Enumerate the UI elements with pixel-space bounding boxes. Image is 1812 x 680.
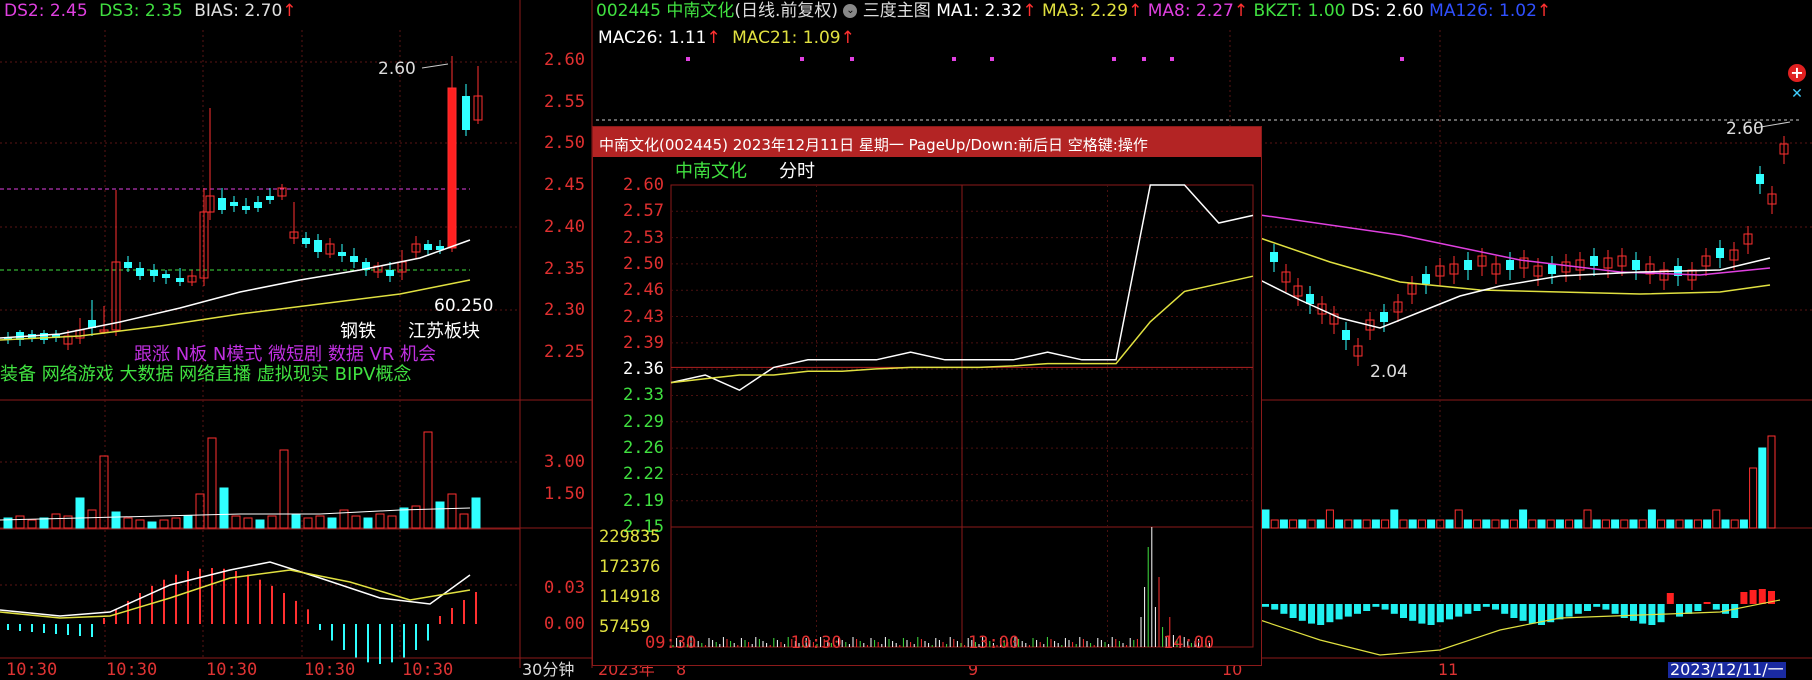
intraday-volume-tick: 114918 <box>599 587 661 607</box>
price-axis-tick: 2.45 <box>544 175 585 195</box>
left-x-tick: 10:30 <box>402 660 454 680</box>
concept-tags-line1: 跟涨 N板 N模式 微短剧 数据 VR 机会 <box>134 344 437 365</box>
date-axis-tick: 8 <box>676 660 687 679</box>
left-indicator-header: DS2: 2.45 DS3: 2.35 BIAS: 2.70↑ <box>4 3 297 20</box>
volume-axis-tick: 1.50 <box>544 484 585 504</box>
mac26-value: MAC26: 1.11 <box>598 28 707 48</box>
macd-axis-tick: 0.00 <box>544 614 585 634</box>
intraday-time-tick: 14:00 <box>1162 633 1215 653</box>
period-selector[interactable]: 30分钟 <box>522 660 575 679</box>
price-axis-tick: 2.55 <box>544 92 585 112</box>
up-arrow-icon: ↑ <box>1128 1 1143 21</box>
left-x-tick: 10:30 <box>304 660 356 680</box>
current-date-tick: 2023/12/11/一 <box>1668 660 1786 679</box>
intraday-popup[interactable]: 中南文化(002445) 2023年12月11日 星期一 PageUp/Down… <box>592 126 1262 666</box>
intraday-series-line <box>670 184 1254 392</box>
intraday-price-tick: 2.33 <box>623 385 664 406</box>
indicator-ds3: DS3: 2.35 <box>99 1 183 21</box>
butterfly-icon[interactable]: ✕ <box>1791 86 1803 102</box>
intraday-time-tick: 13:00 <box>968 633 1020 653</box>
intraday-price-tick: 2.22 <box>623 464 664 485</box>
intraday-chart <box>670 184 1254 648</box>
sector-label-steel: 钢铁 <box>340 321 376 342</box>
price-axis-tick: 2.40 <box>544 217 585 237</box>
mac21-value: MAC21: 1.09 <box>732 28 841 48</box>
left-x-tick: 10:30 <box>206 660 258 680</box>
intraday-volume-tick: 172376 <box>599 557 661 577</box>
up-arrow-icon: ↑ <box>282 1 297 21</box>
chart-mode: (日线.前复权) <box>734 1 838 21</box>
ma126-value: MA126: 1.02 <box>1429 1 1537 21</box>
up-arrow-icon: ↑ <box>840 28 855 48</box>
intraday-price-tick: 2.46 <box>623 280 664 301</box>
bkzt-value: BKZT: 1.00 <box>1253 1 1346 21</box>
intraday-price-tick: 2.50 <box>623 253 664 274</box>
intraday-volume-bars <box>672 527 1210 647</box>
up-arrow-icon: ↑ <box>1233 1 1249 21</box>
ma1-value: MA1: 2.32 <box>936 1 1023 21</box>
stock-code: 002445 <box>596 1 661 21</box>
up-arrow-icon: ↑ <box>1022 1 1037 21</box>
intraday-time-tick: 09:30 <box>645 633 697 653</box>
stock-name: 中南文化 <box>666 1 735 21</box>
main-chart-header-line2: MAC26: 1.11↑ MAC21: 1.09↑ <box>598 30 855 47</box>
sector-label-jiangsu: 江苏板块 <box>408 321 480 342</box>
intraday-price-tick: 2.26 <box>623 438 664 459</box>
ma3-value: MA3: 2.29 <box>1041 1 1129 21</box>
intraday-price-tick: 2.36 <box>623 359 664 380</box>
left-candlesticks <box>4 56 483 350</box>
intraday-price-tick: 2.39 <box>623 332 664 353</box>
intraday-price-tick: 2.57 <box>623 201 664 222</box>
chevron-down-icon[interactable]: ⌄ <box>843 4 858 18</box>
intraday-price-lines <box>670 184 1254 392</box>
left-volume-bars <box>3 431 481 529</box>
popup-chart-label: 分时 <box>779 161 815 182</box>
concept-tags-line2: 装备 网络游戏 大数据 网络直播 虚拟现实 BIPV概念 <box>0 364 412 385</box>
popup-stock-name: 中南文化 <box>675 161 747 182</box>
date-axis-tick: 9 <box>968 660 979 679</box>
intraday-price-tick: 2.19 <box>623 490 664 511</box>
date-axis-tick: 11 <box>1438 660 1459 679</box>
left-high-label: 2.60 <box>378 59 416 79</box>
main-chart-header: 002445 中南文化(日线.前复权) ⌄ 三度主图 MA1: 2.32↑ MA… <box>596 3 1551 20</box>
intraday-price-tick: 2.60 <box>623 175 664 195</box>
left-price-label: 60.250 <box>434 296 494 316</box>
intraday-price-tick: 2.15 <box>623 517 664 537</box>
price-axis-tick: 2.35 <box>544 259 585 279</box>
macd-axis-tick: 0.03 <box>544 578 585 598</box>
left-x-tick: 10:30 <box>6 660 58 680</box>
ds-value: DS: 2.60 <box>1350 1 1424 21</box>
intraday-volume-tick: 229835 <box>599 527 661 547</box>
intraday-volume-tick: 57459 <box>599 617 651 637</box>
intraday-price-tick: 2.43 <box>623 306 664 327</box>
indicator-bias: BIAS: 2.70 <box>194 1 283 21</box>
daily-macd-bars <box>1262 589 1775 625</box>
left-macd-bars <box>7 568 477 664</box>
indicator-ds2: DS2: 2.45 <box>4 1 88 21</box>
main-low-label: 2.04 <box>1370 362 1408 382</box>
ma8-value: MA8: 2.27 <box>1147 1 1234 21</box>
daily-candlesticks <box>1270 136 1789 366</box>
left-x-tick: 10:30 <box>106 660 158 680</box>
price-axis-tick: 2.50 <box>544 133 585 153</box>
intraday-price-tick: 2.53 <box>623 227 664 248</box>
up-arrow-icon: ↑ <box>706 28 721 48</box>
price-axis-tick: 2.60 <box>544 50 585 70</box>
popup-title: 中南文化(002445) 2023年12月11日 星期一 PageUp/Down… <box>599 136 1148 154</box>
add-icon[interactable]: + <box>1788 64 1806 82</box>
up-arrow-icon: ↑ <box>1536 1 1552 21</box>
price-axis-tick: 2.30 <box>544 300 585 320</box>
intraday-time-tick: 10:30 <box>790 633 842 653</box>
price-axis-tick: 2.25 <box>544 342 585 362</box>
intraday-price-tick: 2.29 <box>623 411 664 432</box>
intraday-series-line <box>670 275 1254 384</box>
daily-volume-bars <box>1261 435 1776 529</box>
main-high-label: 2.60 <box>1726 119 1764 139</box>
popup-title-bar[interactable]: 中南文化(002445) 2023年12月11日 星期一 PageUp/Down… <box>593 127 1261 157</box>
indicator-menu[interactable]: 三度主图 <box>862 1 931 21</box>
volume-axis-tick: 3.00 <box>544 452 585 472</box>
